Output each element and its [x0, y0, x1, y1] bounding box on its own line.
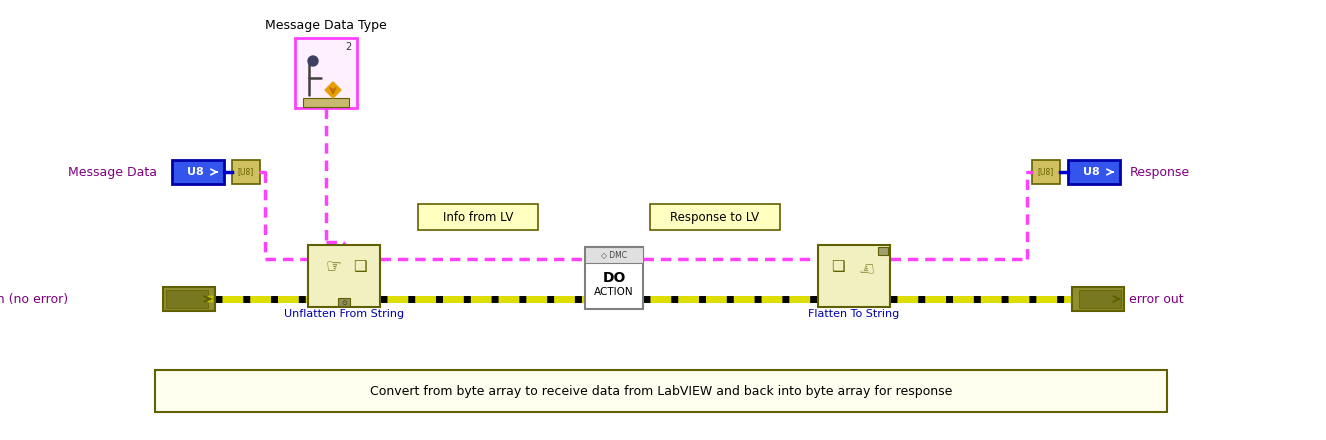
Bar: [418, 204, 538, 230]
Text: ⊙: ⊙: [341, 300, 347, 306]
Text: ☞: ☞: [325, 258, 341, 276]
Text: Info from LV: Info from LV: [443, 210, 513, 224]
Bar: [166, 290, 208, 308]
Bar: [1032, 160, 1059, 184]
Bar: [1067, 160, 1120, 184]
Text: ☞: ☞: [857, 258, 873, 276]
Text: [U8]: [U8]: [237, 168, 255, 176]
Bar: [1071, 287, 1124, 311]
Text: Message Data Type: Message Data Type: [265, 19, 387, 32]
Text: ❑: ❑: [831, 259, 845, 274]
Text: ACTION: ACTION: [594, 286, 634, 297]
Text: [U8]: [U8]: [1038, 168, 1054, 176]
Bar: [308, 245, 381, 307]
Text: Flatten To String: Flatten To String: [809, 309, 899, 319]
Bar: [878, 247, 888, 255]
Bar: [338, 298, 350, 306]
Text: error in (no error): error in (no error): [0, 293, 68, 305]
Bar: [294, 38, 357, 108]
Text: DO: DO: [602, 271, 626, 285]
Bar: [304, 98, 349, 107]
Text: U8: U8: [1082, 167, 1099, 177]
Bar: [232, 160, 260, 184]
Text: error out: error out: [1128, 293, 1184, 305]
Bar: [1079, 290, 1120, 308]
Text: Response to LV: Response to LV: [671, 210, 760, 224]
Text: U8: U8: [187, 167, 203, 177]
Bar: [172, 160, 224, 184]
Circle shape: [308, 56, 318, 66]
Text: Convert from byte array to receive data from LabVIEW and back into byte array fo: Convert from byte array to receive data …: [370, 385, 952, 397]
Bar: [163, 287, 215, 311]
Text: Unflatten From String: Unflatten From String: [284, 309, 404, 319]
Bar: [650, 204, 780, 230]
Text: Message Data: Message Data: [68, 165, 156, 179]
Bar: [818, 245, 890, 307]
Bar: [585, 247, 643, 309]
Text: ◇ DMC: ◇ DMC: [601, 250, 627, 260]
Polygon shape: [325, 82, 341, 98]
Text: 2: 2: [345, 42, 351, 52]
Text: Response: Response: [1130, 165, 1191, 179]
Text: ❑: ❑: [353, 259, 367, 274]
Bar: [585, 247, 643, 263]
Bar: [155, 370, 1167, 412]
